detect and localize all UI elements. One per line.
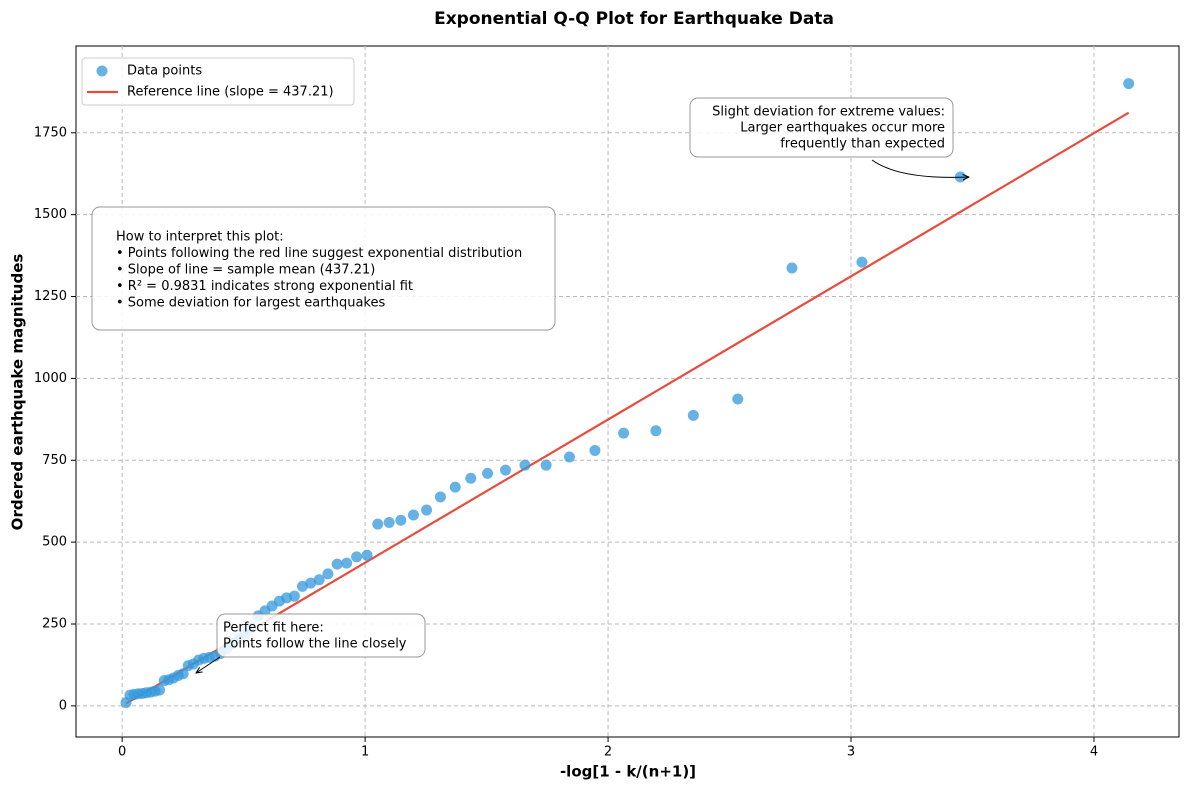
annotation-text: Points follow the line closely	[223, 637, 407, 652]
data-point	[563, 451, 575, 463]
legend-label: Data points	[127, 64, 202, 79]
annotation-arrow	[196, 656, 221, 673]
data-point	[313, 574, 325, 586]
annotation-arrow	[871, 159, 969, 177]
x-tick-label: 4	[1090, 745, 1098, 760]
annotation-text: • Points following the red line suggest …	[116, 246, 522, 261]
y-tick-label: 1750	[34, 125, 67, 140]
data-point	[650, 425, 662, 437]
annotation-text: frequently than expected	[780, 137, 945, 152]
plot-frame	[75, 45, 1180, 738]
data-point	[449, 481, 461, 493]
data-point	[1123, 78, 1135, 90]
annotation-text: • Some deviation for largest earthquakes	[116, 296, 385, 311]
data-point	[361, 549, 373, 561]
data-point	[519, 459, 531, 471]
annotation-text: How to interpret this plot:	[116, 230, 284, 245]
data-point	[395, 514, 407, 526]
data-point	[732, 393, 744, 405]
x-tick-label: 0	[118, 745, 126, 760]
annotation-box	[216, 613, 426, 658]
y-tick-label: 250	[42, 617, 67, 632]
x-axis-label: -log[1 - k/(n+1)]	[560, 763, 696, 781]
data-point	[341, 557, 353, 569]
data-point	[434, 491, 446, 503]
y-tick-label: 0	[59, 698, 67, 713]
y-tick-label: 750	[42, 453, 67, 468]
data-point	[288, 590, 300, 602]
data-point	[407, 509, 419, 521]
legend-swatch	[96, 65, 108, 77]
legend-box	[81, 57, 355, 106]
data-point	[540, 459, 552, 471]
data-point	[500, 464, 512, 476]
annotation-text: • R² = 0.9831 indicates strong exponenti…	[116, 279, 413, 294]
legend-label: Reference line (slope = 437.21)	[127, 85, 334, 100]
data-point	[856, 256, 868, 268]
x-tick-label: 1	[361, 745, 369, 760]
data-point	[331, 558, 343, 570]
data-point	[322, 568, 334, 580]
y-axis-label: Ordered earthquake magnitudes	[9, 254, 27, 531]
data-point	[618, 427, 630, 439]
chart-title: Exponential Q-Q Plot for Earthquake Data	[434, 9, 834, 29]
y-tick-label: 500	[42, 535, 67, 550]
x-tick-label: 3	[847, 745, 855, 760]
annotation-text: Larger earthquakes occur more	[740, 121, 945, 136]
y-tick-label: 1500	[34, 207, 67, 222]
annotation-box	[91, 206, 556, 331]
annotation-text: • Slope of line = sample mean (437.21)	[116, 263, 375, 278]
y-tick-label: 1250	[34, 289, 67, 304]
data-point	[154, 684, 166, 696]
data-point	[351, 551, 363, 563]
annotation-text: Perfect fit here:	[223, 621, 324, 636]
data-point	[296, 580, 308, 592]
x-tick-label: 2	[604, 745, 612, 760]
annotation-box	[689, 97, 954, 158]
data-point	[383, 516, 395, 528]
data-point	[786, 262, 798, 274]
reference-line	[125, 111, 1130, 705]
y-tick-label: 1000	[34, 371, 67, 386]
data-point	[589, 444, 601, 456]
data-point	[465, 472, 477, 484]
data-point	[372, 518, 384, 530]
data-point	[421, 504, 433, 516]
data-point	[177, 668, 189, 680]
data-point	[687, 409, 699, 421]
data-point	[305, 577, 317, 589]
data-point	[482, 467, 494, 479]
annotation-text: Slight deviation for extreme values:	[712, 105, 945, 120]
